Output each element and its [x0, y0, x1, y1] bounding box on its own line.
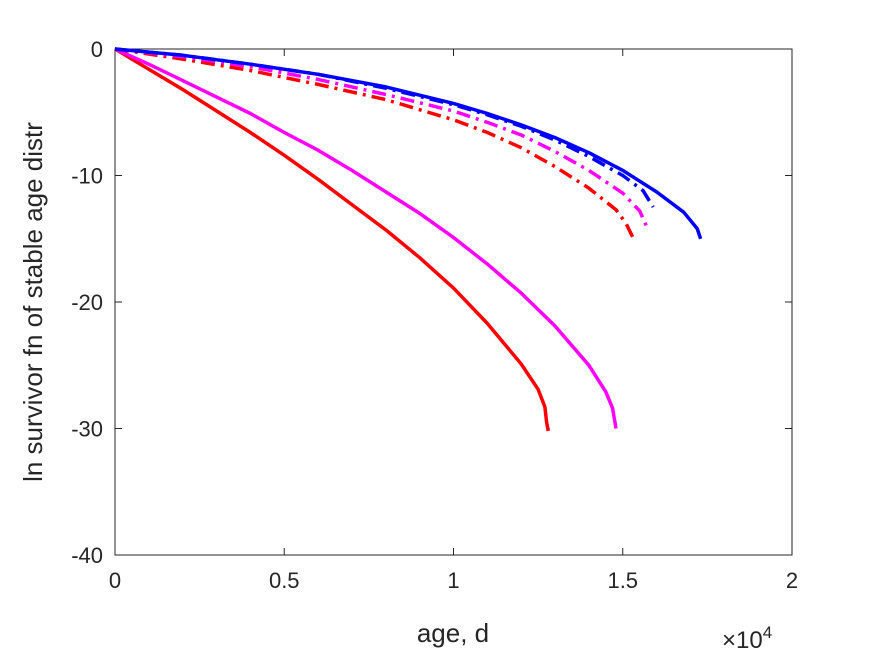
y-tick-label: -10	[71, 164, 103, 189]
plot-area	[114, 48, 793, 556]
series-line-1	[114, 47, 551, 432]
x-tick-label: 0	[109, 568, 121, 593]
y-axis: 0 -10 -20 -30 -40	[71, 37, 792, 568]
y-tick-label: 0	[91, 37, 103, 62]
series-line-2	[114, 47, 618, 429]
series-layer	[114, 47, 703, 432]
x-exponent-label: ×104	[722, 623, 772, 654]
y-tick-label: -20	[71, 290, 103, 315]
x-tick-label: 1.5	[607, 568, 638, 593]
y-tick-label: -40	[71, 543, 103, 568]
x-tick-label: 1	[447, 568, 459, 593]
x-exponent-power: 4	[763, 623, 772, 642]
x-tick-label: 2	[786, 568, 798, 593]
y-axis-label: ln survivor fn of stable age distr	[18, 122, 48, 482]
series-line-4	[114, 47, 649, 227]
x-tick-label: 0.5	[269, 568, 300, 593]
series-line-3	[114, 47, 635, 239]
series-line-6	[114, 47, 703, 240]
x-axis-label: age, d	[417, 618, 489, 648]
x-exponent-base: ×10	[722, 627, 763, 654]
x-axis: 0 0.5 1 1.5 2	[109, 49, 798, 593]
y-tick-label: -30	[71, 417, 103, 442]
